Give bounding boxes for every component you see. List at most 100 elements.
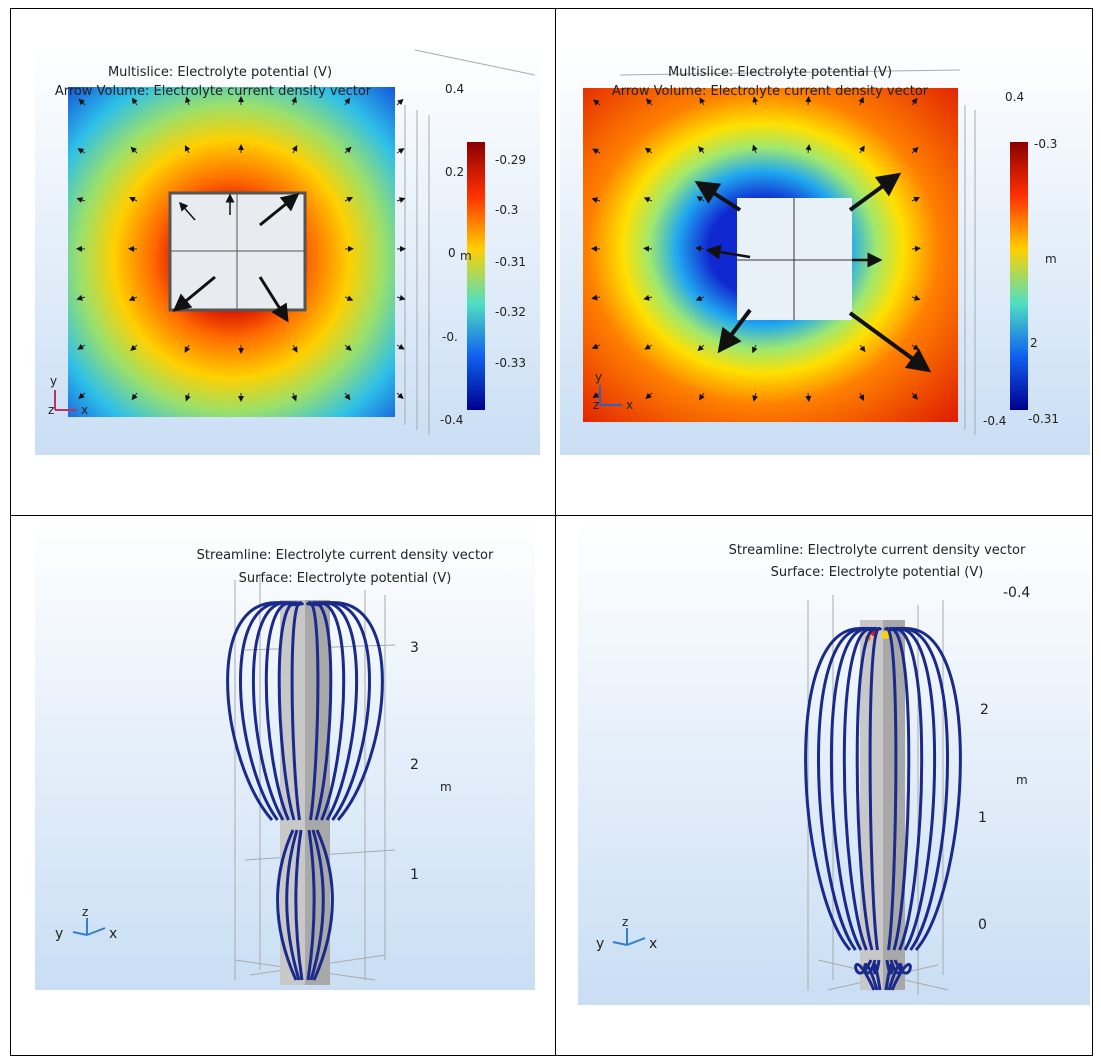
colorbar-tick: -0.31 — [1028, 412, 1059, 426]
arrow — [184, 144, 191, 154]
unit: m — [460, 249, 472, 263]
streamline — [886, 627, 911, 951]
streamlines — [226, 601, 384, 981]
arrow — [78, 98, 86, 106]
streamline — [264, 601, 300, 821]
triad-label: z — [622, 915, 628, 929]
triad-label: y — [50, 374, 57, 388]
arrow — [911, 196, 921, 203]
arrow — [911, 344, 920, 351]
title: Multislice: Electrolyte potential (V) — [668, 65, 892, 80]
streamlines — [804, 626, 962, 991]
arrow — [699, 97, 706, 106]
triad-label: y — [595, 370, 602, 384]
streamline — [863, 959, 879, 991]
arrow — [396, 294, 406, 301]
streamline — [277, 601, 302, 821]
title: Arrow Volume: Electrolyte current densit… — [612, 84, 929, 99]
arrows — [591, 96, 921, 402]
colorbar-tick: -0.3 — [495, 203, 518, 217]
arrow — [344, 97, 351, 106]
arrows — [76, 96, 406, 402]
arrow — [911, 97, 918, 106]
colorbar-tick: -0.33 — [495, 356, 526, 370]
arrow — [805, 144, 812, 154]
arrow — [396, 343, 405, 350]
arrow — [592, 99, 601, 106]
triad: y z x — [48, 374, 88, 417]
arrow — [396, 98, 404, 106]
triad-label: x — [109, 926, 117, 942]
streamline — [817, 626, 874, 951]
streamline — [312, 601, 359, 821]
arrow — [643, 294, 653, 301]
arrows — [172, 193, 300, 323]
arrow — [805, 392, 812, 402]
arrow — [911, 295, 921, 301]
streamline — [888, 627, 924, 951]
streamline — [306, 829, 316, 981]
arrow — [396, 197, 406, 203]
triad-label: z — [82, 905, 88, 919]
arrow — [911, 392, 918, 400]
arrow — [344, 392, 351, 401]
axis-tick: 0.4 — [1005, 90, 1024, 104]
hole-lines — [737, 198, 852, 320]
colorbar — [467, 142, 485, 410]
streamline — [285, 829, 301, 981]
arrow — [128, 295, 138, 301]
streamline — [829, 627, 876, 951]
streamline — [887, 959, 903, 991]
pillar-side — [883, 620, 905, 990]
arrow — [77, 343, 86, 350]
streamline — [239, 601, 296, 821]
arrow — [591, 197, 601, 203]
streamline — [251, 601, 298, 821]
colorbar-tick: -0.32 — [495, 305, 526, 319]
colorbar-tick: -0.29 — [495, 153, 526, 167]
streamline — [842, 627, 878, 951]
title: Streamline: Electrolyte current density … — [197, 548, 494, 563]
streamline — [872, 959, 882, 991]
arrow — [396, 148, 405, 154]
arrow — [291, 392, 297, 402]
streamline — [290, 601, 305, 821]
plot-panel: Multislice: Electrolyte potential (V) Ar… — [560, 45, 1090, 455]
arrow — [911, 146, 919, 154]
arrow — [344, 196, 354, 203]
arrow — [78, 392, 86, 400]
arrow — [696, 196, 705, 202]
arrow — [344, 344, 352, 351]
colorbar — [1010, 142, 1028, 410]
axis-tick: 1 — [978, 810, 987, 826]
triad-label: z — [593, 398, 599, 412]
arrow — [396, 392, 404, 399]
streamline — [804, 626, 872, 951]
arrow — [697, 344, 705, 352]
arrow — [752, 144, 758, 154]
unit: m — [1045, 252, 1057, 266]
axis-tick: 0.4 — [445, 82, 464, 96]
arrows — [694, 172, 932, 373]
arrow — [858, 96, 864, 106]
arrow — [643, 197, 653, 203]
streamline — [868, 627, 883, 951]
arrow — [77, 148, 86, 154]
streamline — [314, 601, 371, 821]
grid — [619, 69, 976, 435]
colorbar-tick: -0.3 — [1034, 137, 1057, 151]
streamline — [890, 959, 912, 991]
title: Surface: Electrolyte potential (V) — [239, 571, 452, 586]
arrow — [131, 97, 138, 106]
arrow — [130, 146, 138, 154]
arrow — [645, 392, 653, 400]
arrow — [752, 344, 758, 354]
streamline — [890, 627, 937, 951]
title: Multislice: Electrolyte potential (V) — [108, 65, 332, 80]
unit: m — [440, 780, 452, 794]
arrow — [130, 344, 138, 351]
triad-label: x — [626, 398, 633, 412]
arrow — [592, 148, 601, 155]
streamline — [309, 829, 325, 981]
